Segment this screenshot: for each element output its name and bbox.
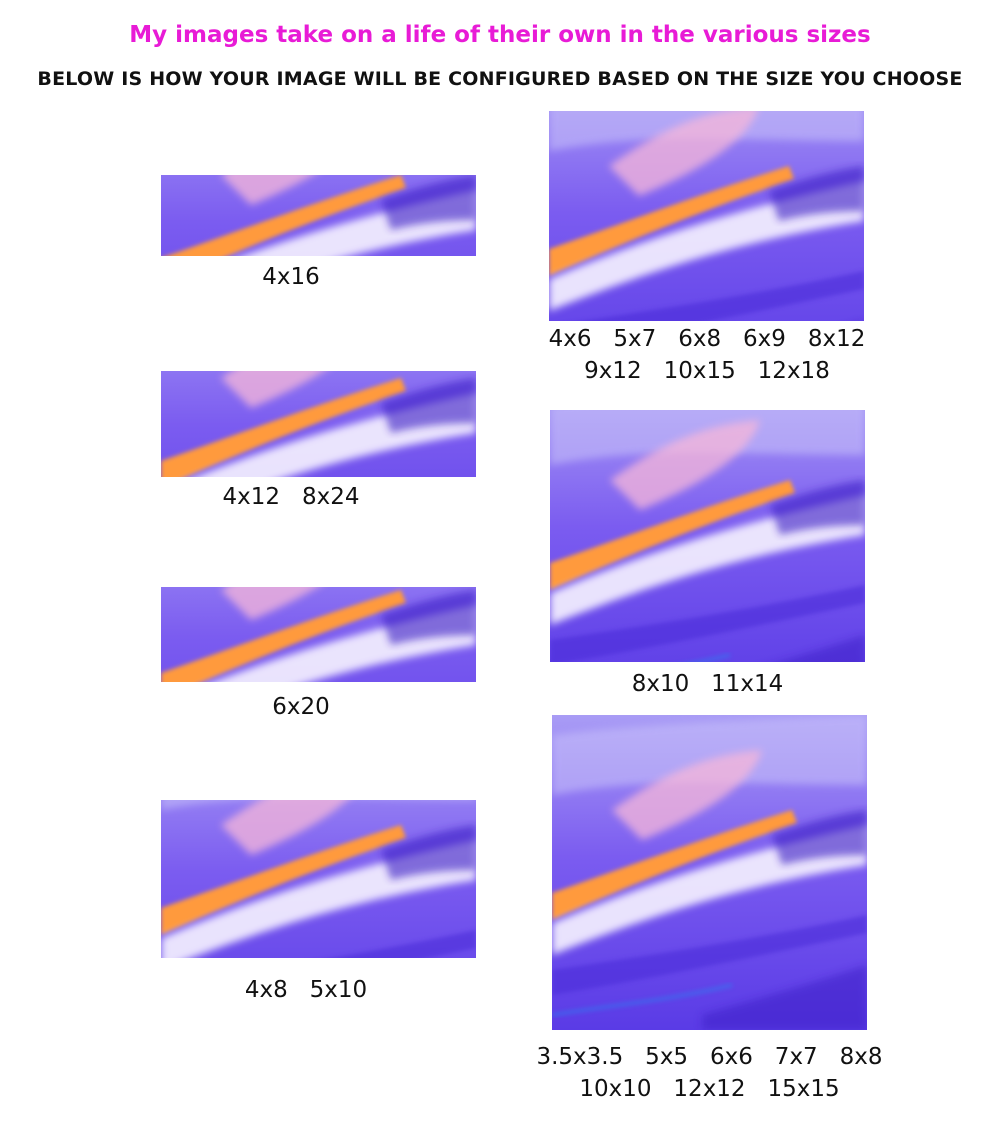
crop-preview-4x6 bbox=[549, 111, 864, 321]
page-tagline: My images take on a life of their own in… bbox=[129, 22, 871, 48]
painting-image bbox=[161, 371, 476, 477]
paint-stroke bbox=[550, 480, 795, 590]
paint-stroke bbox=[166, 175, 406, 256]
crop-preview-6x20 bbox=[161, 587, 476, 682]
paint-stroke bbox=[612, 750, 762, 840]
paint-stroke bbox=[161, 590, 406, 682]
crop-preview-square bbox=[552, 715, 867, 1030]
paint-stroke bbox=[221, 175, 313, 205]
paint-stroke bbox=[552, 983, 733, 1017]
painting-image bbox=[550, 410, 865, 662]
paint-stroke bbox=[161, 378, 406, 477]
size-label-4x12: 4x12 8x24 bbox=[222, 484, 360, 510]
paint-stroke bbox=[221, 371, 324, 408]
paint-stroke bbox=[381, 590, 476, 645]
paint-stroke bbox=[552, 915, 867, 995]
size-label-square-line2: 10x10 12x12 15x15 bbox=[579, 1076, 840, 1102]
paint-stroke bbox=[550, 585, 865, 662]
paint-stroke bbox=[778, 635, 865, 662]
paint-stroke bbox=[161, 800, 476, 810]
paint-stroke bbox=[331, 930, 476, 958]
painting-image bbox=[161, 800, 476, 958]
crop-preview-4x8 bbox=[161, 800, 476, 958]
painting-image bbox=[552, 715, 867, 1030]
size-label-4x6-line2: 9x12 10x15 12x18 bbox=[584, 358, 830, 384]
paint-stroke bbox=[549, 166, 794, 276]
paint-stroke bbox=[221, 800, 347, 855]
paint-stroke bbox=[552, 810, 797, 920]
paint-stroke bbox=[772, 810, 867, 865]
size-label-4x8: 4x8 5x10 bbox=[244, 977, 368, 1003]
paint-stroke bbox=[552, 715, 867, 795]
crop-preview-4x12 bbox=[161, 371, 476, 477]
size-label-square-line1: 3.5x3.5 5x5 6x6 7x7 8x8 bbox=[536, 1044, 883, 1070]
paint-stroke bbox=[609, 111, 758, 196]
paint-stroke bbox=[688, 653, 731, 662]
paint-stroke bbox=[770, 480, 865, 535]
paint-stroke bbox=[769, 166, 864, 221]
paint-stroke bbox=[161, 825, 406, 935]
paint-stroke bbox=[702, 965, 867, 1030]
paint-stroke bbox=[381, 825, 476, 880]
paint-stroke bbox=[221, 587, 318, 620]
page-instruction: BELOW IS HOW YOUR IMAGE WILL BE CONFIGUR… bbox=[37, 68, 963, 90]
paint-stroke bbox=[381, 175, 476, 230]
size-label-6x20: 6x20 bbox=[272, 694, 330, 720]
crop-preview-8x10 bbox=[550, 410, 865, 662]
painting-image bbox=[161, 587, 476, 682]
crop-preview-4x16 bbox=[161, 175, 476, 256]
paint-stroke bbox=[381, 378, 476, 433]
painting-image bbox=[161, 175, 476, 256]
size-label-4x16: 4x16 bbox=[262, 264, 320, 290]
size-label-8x10: 8x10 11x14 bbox=[631, 671, 784, 697]
size-label-4x6-line1: 4x6 5x7 6x8 6x9 8x12 bbox=[548, 326, 866, 352]
paint-stroke bbox=[610, 420, 760, 510]
painting-image bbox=[549, 111, 864, 321]
paint-stroke bbox=[582, 271, 864, 321]
